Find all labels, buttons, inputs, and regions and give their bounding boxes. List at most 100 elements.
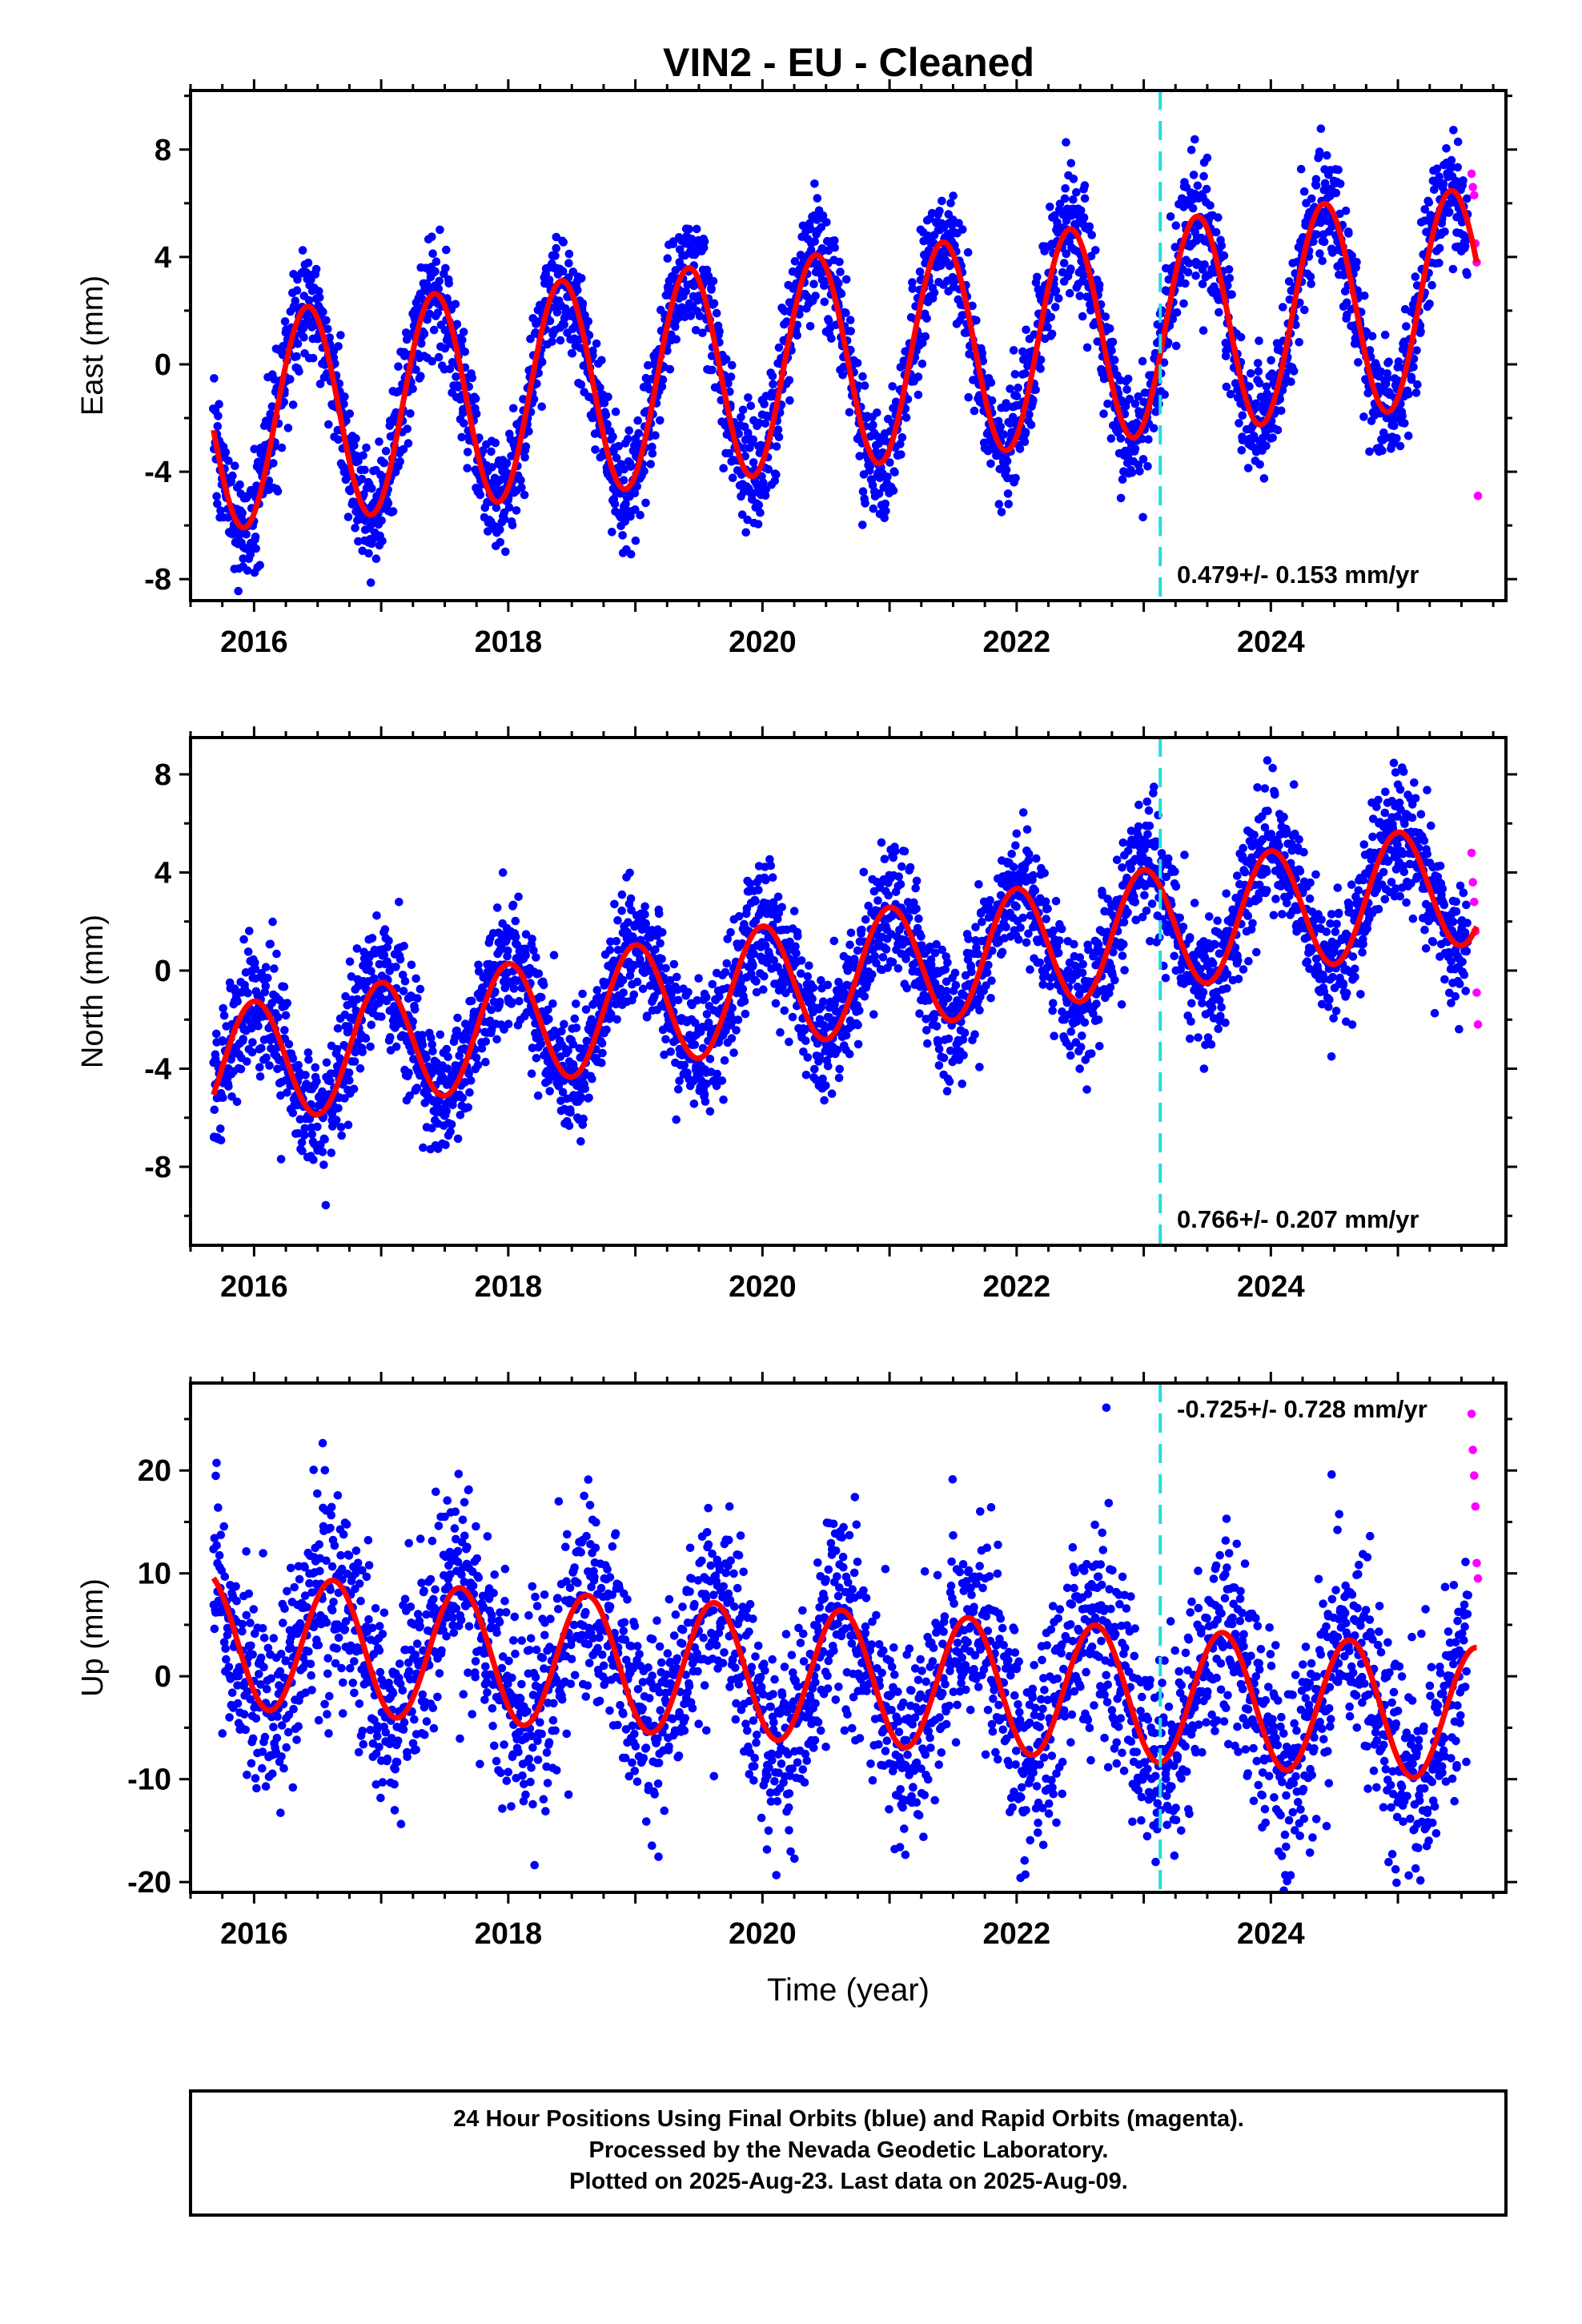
- final-orbit-point: [261, 981, 271, 991]
- final-orbit-point: [737, 412, 745, 422]
- final-orbit-point: [336, 1123, 346, 1132]
- final-orbit-point: [820, 297, 829, 307]
- final-orbit-point: [608, 528, 616, 537]
- final-orbit-point: [334, 342, 343, 351]
- final-orbit-point: [325, 333, 335, 342]
- final-orbit-point: [1060, 194, 1070, 203]
- final-orbit-point: [265, 1061, 274, 1070]
- final-orbit-point: [487, 1005, 496, 1015]
- final-orbit-point: [610, 499, 620, 509]
- final-orbit-point: [1191, 271, 1200, 280]
- final-orbit-point: [612, 453, 621, 463]
- final-orbit-point: [897, 432, 907, 442]
- final-orbit-point: [233, 997, 243, 1006]
- final-orbit-point: [797, 956, 806, 965]
- final-orbit-point: [746, 401, 756, 411]
- final-orbit-point: [254, 1022, 263, 1031]
- final-orbit-point: [1188, 203, 1198, 213]
- final-orbit-point: [968, 301, 977, 311]
- final-orbit-point: [769, 380, 777, 389]
- final-orbit-point: [686, 312, 696, 320]
- final-orbit-point: [474, 960, 483, 970]
- final-orbit-point: [613, 916, 622, 925]
- final-orbit-point: [580, 1084, 590, 1093]
- final-orbit-point: [420, 329, 429, 339]
- final-orbit-point: [727, 1034, 737, 1043]
- final-orbit-point: [719, 1096, 728, 1104]
- final-orbit-point: [1287, 377, 1295, 387]
- final-orbit-point: [674, 1085, 683, 1094]
- final-orbit-point: [331, 1116, 341, 1124]
- final-orbit-point: [428, 249, 437, 259]
- final-orbit-point: [304, 296, 314, 305]
- final-orbit-point: [267, 402, 277, 411]
- final-orbit-point: [1002, 456, 1012, 465]
- final-orbit-point: [570, 1014, 580, 1023]
- final-orbit-point: [626, 462, 636, 472]
- final-orbit-point: [1134, 392, 1142, 401]
- final-orbit-point: [1085, 222, 1094, 231]
- final-orbit-point: [734, 911, 744, 921]
- final-orbit-point: [408, 1017, 417, 1026]
- final-orbit-point: [707, 285, 716, 294]
- rapid-orbit-point: [1467, 169, 1476, 179]
- final-orbit-point: [1316, 124, 1326, 133]
- final-orbit-point: [528, 935, 536, 943]
- final-orbit-point: [835, 1064, 844, 1074]
- final-orbit-point: [853, 381, 863, 391]
- final-orbit-point: [354, 537, 363, 546]
- final-orbit-point: [604, 392, 612, 401]
- final-orbit-point: [793, 931, 802, 941]
- final-orbit-point: [801, 1071, 811, 1080]
- final-orbit-point: [597, 356, 606, 365]
- y-axis-label: East (mm): [76, 275, 110, 416]
- final-orbit-point: [612, 1015, 621, 1024]
- final-orbit-point: [404, 1068, 413, 1077]
- final-orbit-point: [838, 371, 847, 380]
- final-orbit-point: [517, 483, 526, 493]
- final-orbit-point: [806, 224, 815, 234]
- final-orbit-point: [1184, 259, 1194, 268]
- final-orbit-point: [818, 211, 828, 220]
- final-orbit-point: [447, 1120, 456, 1129]
- final-orbit-point: [573, 285, 582, 295]
- final-orbit-point: [619, 476, 628, 485]
- final-orbit-point: [442, 245, 451, 255]
- final-orbit-point: [383, 943, 392, 952]
- final-orbit-point: [251, 544, 261, 553]
- final-orbit-point: [406, 409, 415, 418]
- final-orbit-point: [741, 1009, 750, 1019]
- final-orbit-point: [813, 194, 822, 203]
- final-orbit-point: [1262, 382, 1271, 392]
- final-orbit-point: [1033, 272, 1042, 282]
- final-orbit-point: [257, 1043, 266, 1053]
- final-orbit-point: [366, 578, 375, 587]
- final-orbit-point: [344, 1022, 353, 1031]
- final-orbit-point: [551, 251, 560, 260]
- final-orbit-point: [312, 1076, 321, 1086]
- final-orbit-point: [1432, 164, 1442, 173]
- final-orbit-point: [978, 356, 988, 366]
- final-orbit-point: [756, 508, 765, 517]
- final-orbit-point: [359, 451, 367, 460]
- final-orbit-point: [498, 868, 508, 877]
- final-orbit-point: [1267, 369, 1277, 378]
- final-orbit-point: [819, 997, 828, 1006]
- rapid-orbit-point: [1468, 183, 1477, 191]
- final-orbit-point: [724, 379, 733, 388]
- final-orbit-point: [620, 517, 629, 526]
- final-orbit-point: [353, 995, 362, 1004]
- final-orbit-point: [1442, 144, 1451, 153]
- final-orbit-point: [352, 944, 362, 953]
- final-orbit-point: [428, 1040, 436, 1049]
- final-orbit-point: [286, 375, 295, 384]
- final-orbit-point: [400, 942, 408, 951]
- final-orbit-point: [1383, 374, 1392, 383]
- final-orbit-point: [1099, 409, 1108, 418]
- final-orbit-point: [641, 498, 650, 508]
- final-orbit-point: [1237, 446, 1247, 455]
- final-orbit-point: [776, 1027, 785, 1037]
- final-orbit-point: [699, 243, 709, 252]
- final-orbit-point: [216, 1124, 225, 1133]
- final-orbit-point: [420, 1099, 430, 1108]
